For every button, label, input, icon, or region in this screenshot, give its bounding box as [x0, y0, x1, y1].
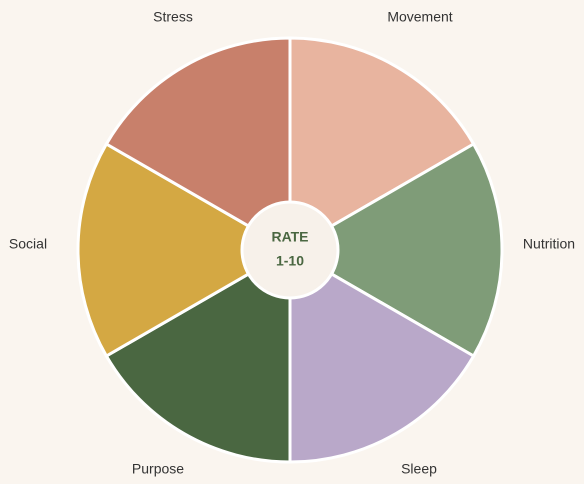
segment-label: Nutrition: [523, 236, 575, 252]
segment-label: Social: [9, 236, 47, 252]
wheel-segment: [104, 36, 292, 253]
wheel-segment: [76, 141, 293, 359]
segment-label: Movement: [387, 9, 452, 25]
wheel-segment: [288, 247, 476, 464]
segment-label: Stress: [153, 9, 193, 25]
segment-label: Purpose: [132, 461, 184, 477]
wheel-segment: [104, 247, 292, 464]
center-text: RATE: [271, 229, 308, 245]
segment-label: Sleep: [401, 461, 437, 477]
center-text: 1-10: [276, 253, 304, 269]
center-circle: [240, 200, 340, 300]
wheel-segment: [288, 36, 476, 253]
wheel-segment: [287, 141, 504, 359]
